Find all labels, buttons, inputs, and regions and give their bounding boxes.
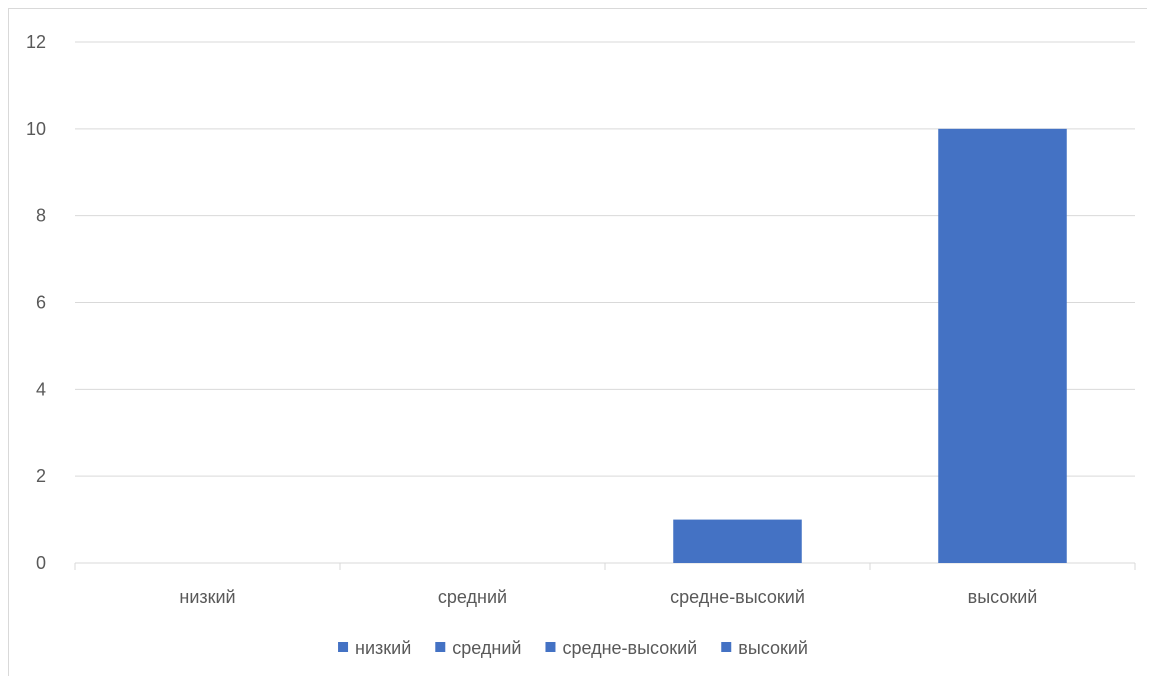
legend-label: средне-высокий <box>562 638 697 658</box>
bar-3 <box>938 128 1067 564</box>
y-tick-label: 12 <box>26 32 46 52</box>
legend-label: низкий <box>355 638 411 658</box>
x-tick-label: средне-высокий <box>670 587 805 607</box>
legend-label: средний <box>452 638 521 658</box>
x-axis <box>74 562 1136 570</box>
x-tick-label: низкий <box>179 587 235 607</box>
x-tick-label: средний <box>438 587 507 607</box>
legend-swatch <box>721 642 732 652</box>
legend: низкий средний средне-высокий высокий <box>338 638 808 658</box>
legend-label: высокий <box>738 638 808 658</box>
y-axis-tick-labels: 0 2 4 6 8 10 12 <box>26 32 46 573</box>
legend-swatch <box>545 642 556 652</box>
x-tick-label: высокий <box>968 587 1038 607</box>
y-tick-label: 0 <box>36 553 46 573</box>
y-tick-label: 8 <box>36 206 46 226</box>
legend-swatch <box>435 642 446 652</box>
legend-swatch <box>338 642 349 652</box>
x-axis-tick-labels: низкий средний средне-высокий высокий <box>179 587 1037 607</box>
y-tick-label: 4 <box>36 379 46 399</box>
y-tick-label: 10 <box>26 119 46 139</box>
y-tick-label: 6 <box>36 293 46 313</box>
bars <box>673 128 1067 564</box>
bar-2 <box>673 519 802 563</box>
y-tick-label: 2 <box>36 466 46 486</box>
